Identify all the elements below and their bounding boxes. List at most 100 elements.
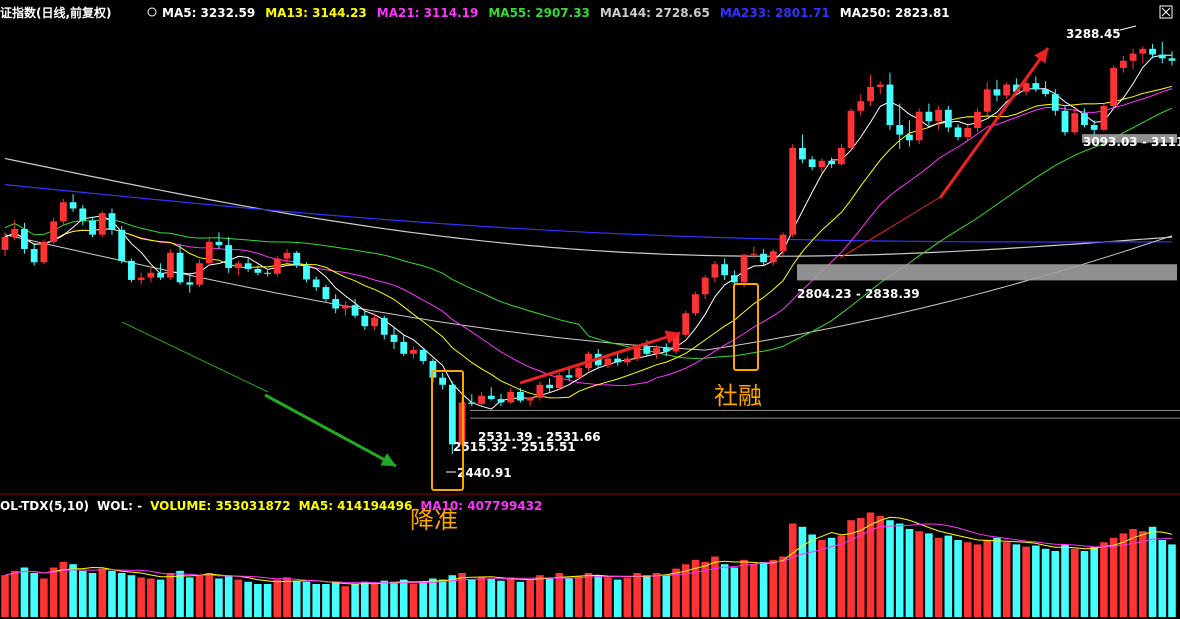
volume-bar	[79, 570, 87, 617]
candle-up	[507, 391, 515, 403]
volume-bar	[944, 535, 953, 617]
volume-bar	[390, 581, 398, 617]
volume-bar	[1119, 533, 1128, 617]
candle-up	[750, 253, 758, 255]
volume-bar	[1070, 548, 1079, 617]
volume-bar	[438, 579, 447, 617]
ma-label: MA5: 3232.59	[162, 6, 255, 20]
volume-bar	[954, 540, 962, 617]
volume-bar	[1080, 551, 1089, 617]
ma250-line	[4, 157, 1173, 257]
volume-bar	[759, 562, 768, 617]
candle-down	[322, 287, 330, 300]
volume-bar	[497, 580, 505, 617]
volume-bars[interactable]	[1, 512, 1176, 618]
candle-down	[176, 252, 184, 283]
volume-bar	[827, 537, 836, 617]
candle-down	[1158, 54, 1166, 59]
volume-bar	[798, 526, 807, 617]
volume-bar	[895, 523, 904, 617]
ma21-line	[4, 88, 1173, 387]
candle-up	[1139, 48, 1147, 54]
candle-down	[944, 109, 952, 128]
volume-bar	[526, 579, 534, 617]
gap-box	[797, 264, 1177, 281]
volume-bar	[137, 577, 145, 617]
volume-bar	[254, 584, 262, 617]
candle-down	[254, 268, 262, 273]
candle-up	[98, 213, 106, 235]
event-label-social-financing: 社融	[714, 382, 762, 410]
candle-up	[1119, 60, 1127, 68]
volume-bar	[292, 580, 301, 617]
volume-ma-lines	[4, 516, 1173, 585]
volume-bar	[691, 559, 700, 617]
candle-down	[1042, 89, 1049, 95]
candle-up	[478, 395, 485, 404]
candle-down	[808, 159, 816, 168]
candle-up	[740, 254, 748, 283]
volume-bar	[536, 575, 544, 617]
candle-down	[517, 391, 524, 401]
candle-down	[730, 275, 738, 283]
volume-bar	[477, 577, 486, 617]
candle-up	[915, 111, 923, 141]
candle-down	[799, 147, 806, 160]
volume-bar	[788, 523, 797, 617]
candle-down	[303, 265, 310, 280]
volume-bar	[750, 564, 758, 617]
candle-down	[264, 272, 271, 274]
volume-legend-item: OL-TDX(5,10)	[0, 499, 89, 513]
volume-bar	[993, 537, 1001, 617]
volume-bar	[934, 537, 943, 617]
candle-down	[721, 264, 729, 276]
candle-down	[1090, 125, 1098, 130]
up-arrow-1-head	[664, 330, 680, 344]
gap-label-3: 2804.23 - 2838.39	[797, 287, 920, 301]
candle-up	[1, 237, 9, 250]
candlesticks[interactable]	[1, 41, 1176, 454]
candle-down	[30, 248, 38, 263]
trend-arrows	[121, 47, 1050, 468]
candle-up	[371, 318, 378, 327]
volume-bar	[88, 573, 97, 617]
candle-up	[205, 241, 213, 264]
candle-up	[623, 358, 631, 363]
close-icon[interactable]	[1159, 5, 1173, 19]
candle-down	[1051, 94, 1059, 111]
candle-up	[983, 89, 991, 112]
volume-bar	[779, 556, 787, 617]
volume-bar	[652, 573, 661, 617]
candle-up	[672, 334, 680, 352]
candle-down	[351, 305, 359, 316]
volume-bar	[166, 573, 175, 617]
ma-label: MA55: 2907.33	[488, 6, 590, 20]
volume-bar	[633, 573, 641, 617]
volume-bar	[331, 581, 340, 617]
candle-down	[79, 208, 87, 221]
candle-up	[857, 101, 865, 111]
candle-down	[361, 315, 369, 327]
candle-up	[876, 84, 884, 87]
candle-down	[439, 377, 447, 385]
ma-label: MA250: 2823.81	[840, 6, 950, 20]
candle-down	[244, 263, 252, 269]
volume-bar	[886, 520, 894, 617]
ma-label: MA144: 2728.65	[600, 6, 710, 20]
candle-up	[50, 221, 58, 242]
volume-bar	[555, 573, 564, 617]
volume-bar	[1100, 542, 1108, 617]
candle-down	[390, 334, 398, 342]
candle-up	[1022, 83, 1030, 92]
candle-down	[186, 282, 194, 285]
volume-bar	[808, 534, 816, 617]
candle-down	[954, 127, 962, 137]
candle-up	[166, 252, 174, 278]
settings-dot-icon	[147, 7, 157, 17]
volume-bar	[672, 568, 680, 617]
candle-up	[137, 277, 145, 280]
volume-legend-item: WOL: -	[97, 499, 142, 513]
volume-bar	[312, 584, 320, 617]
volume-bar	[341, 586, 350, 617]
